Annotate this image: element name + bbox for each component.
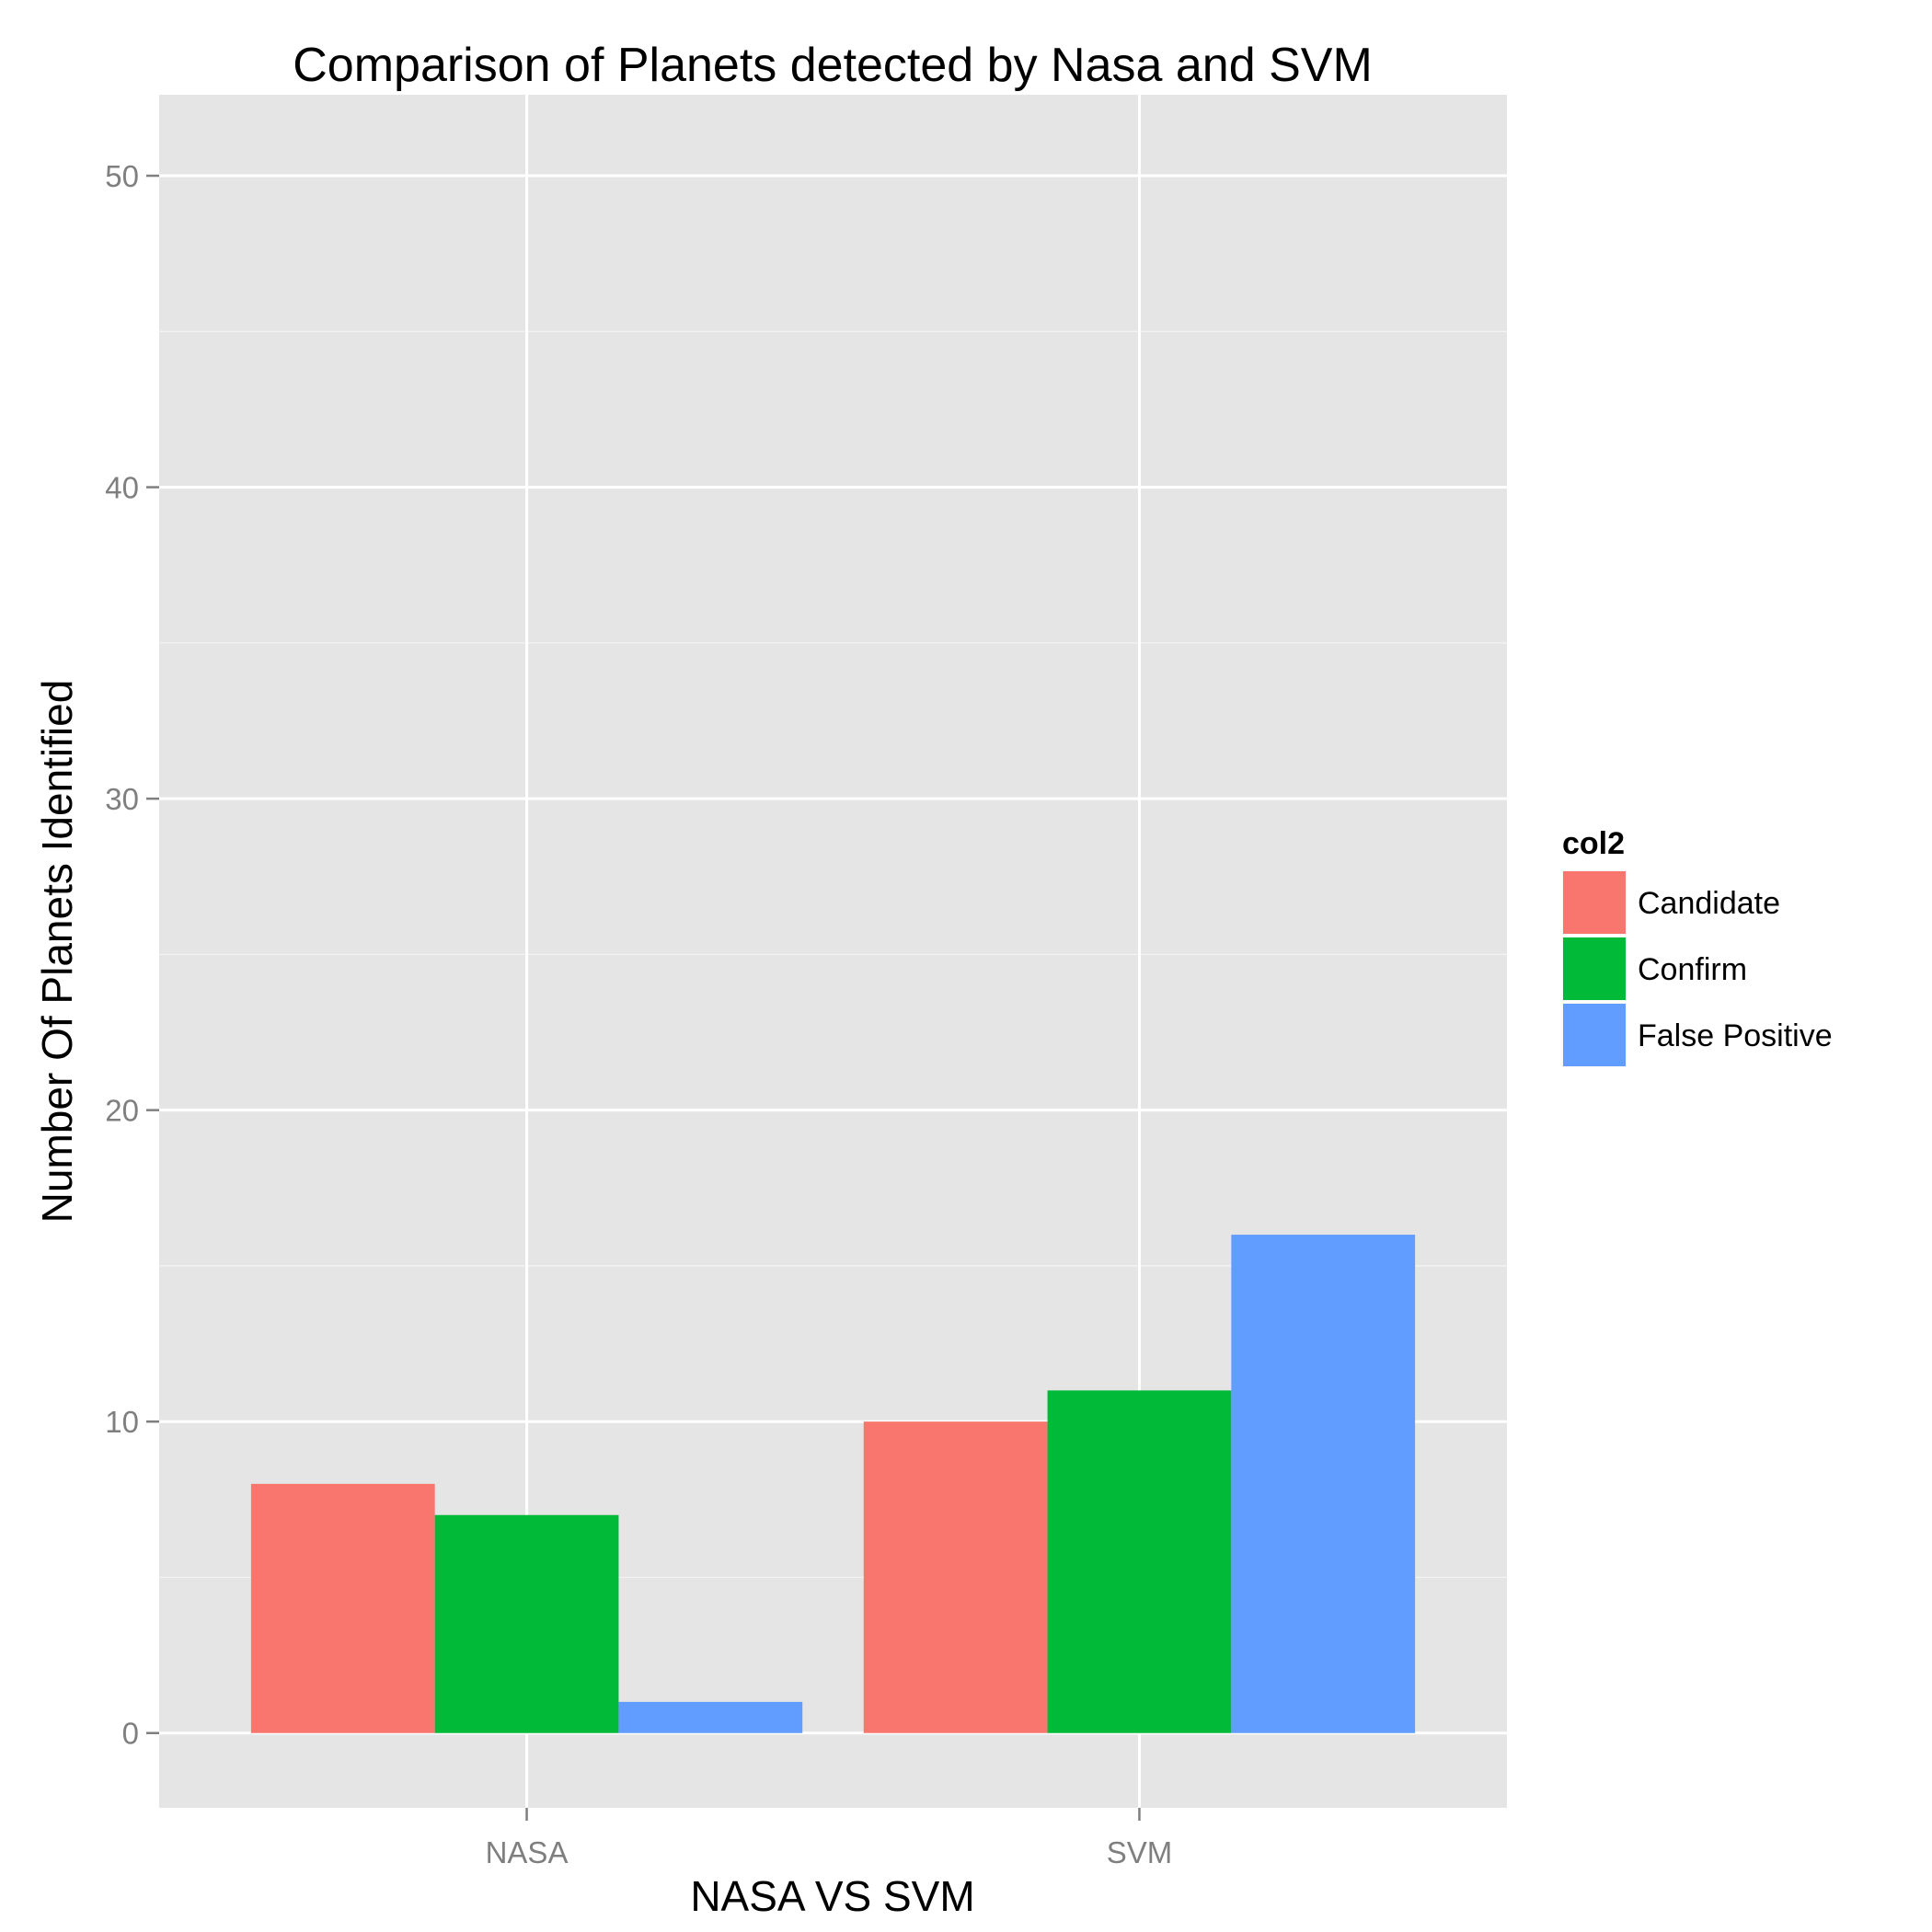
legend-label: Confirm xyxy=(1638,952,1747,987)
legend-label: False Positive xyxy=(1638,1018,1833,1053)
x-tick-label: SVM xyxy=(1107,1835,1173,1869)
x-axis-title: NASA VS SVM xyxy=(690,1872,974,1920)
y-axis-title: Number Of Planets Identified xyxy=(33,680,81,1224)
legend-swatch-false-positive xyxy=(1563,1004,1626,1066)
bar-confirm-nasa xyxy=(434,1514,619,1733)
y-tick-label: 20 xyxy=(105,1094,139,1128)
legend-title: col2 xyxy=(1562,826,1625,861)
bar-false-positive-nasa xyxy=(618,1701,803,1733)
bar-confirm-svm xyxy=(1047,1390,1232,1733)
chart-title: Comparison of Planets detected by Nasa a… xyxy=(293,39,1373,92)
legend: col2 Candidate Confirm False Positive xyxy=(1561,826,1833,1068)
legend-swatch-confirm xyxy=(1563,937,1626,1000)
y-axis: 0 10 20 30 40 50 xyxy=(105,159,159,1751)
y-tick-label: 0 xyxy=(122,1717,139,1751)
bar-candidate-nasa xyxy=(250,1483,435,1733)
y-tick-label: 50 xyxy=(105,159,139,193)
bars xyxy=(250,1235,1416,1733)
bar-false-positive-svm xyxy=(1231,1235,1416,1733)
legend-label: Candidate xyxy=(1638,886,1780,921)
x-axis: NASA SVM xyxy=(486,1808,1173,1869)
y-tick-label: 10 xyxy=(105,1405,139,1439)
bar-candidate-svm xyxy=(863,1421,1048,1733)
legend-swatch-candidate xyxy=(1563,871,1626,934)
y-tick-label: 30 xyxy=(105,782,139,816)
x-tick-label: NASA xyxy=(486,1835,569,1869)
y-tick-label: 40 xyxy=(105,471,139,505)
